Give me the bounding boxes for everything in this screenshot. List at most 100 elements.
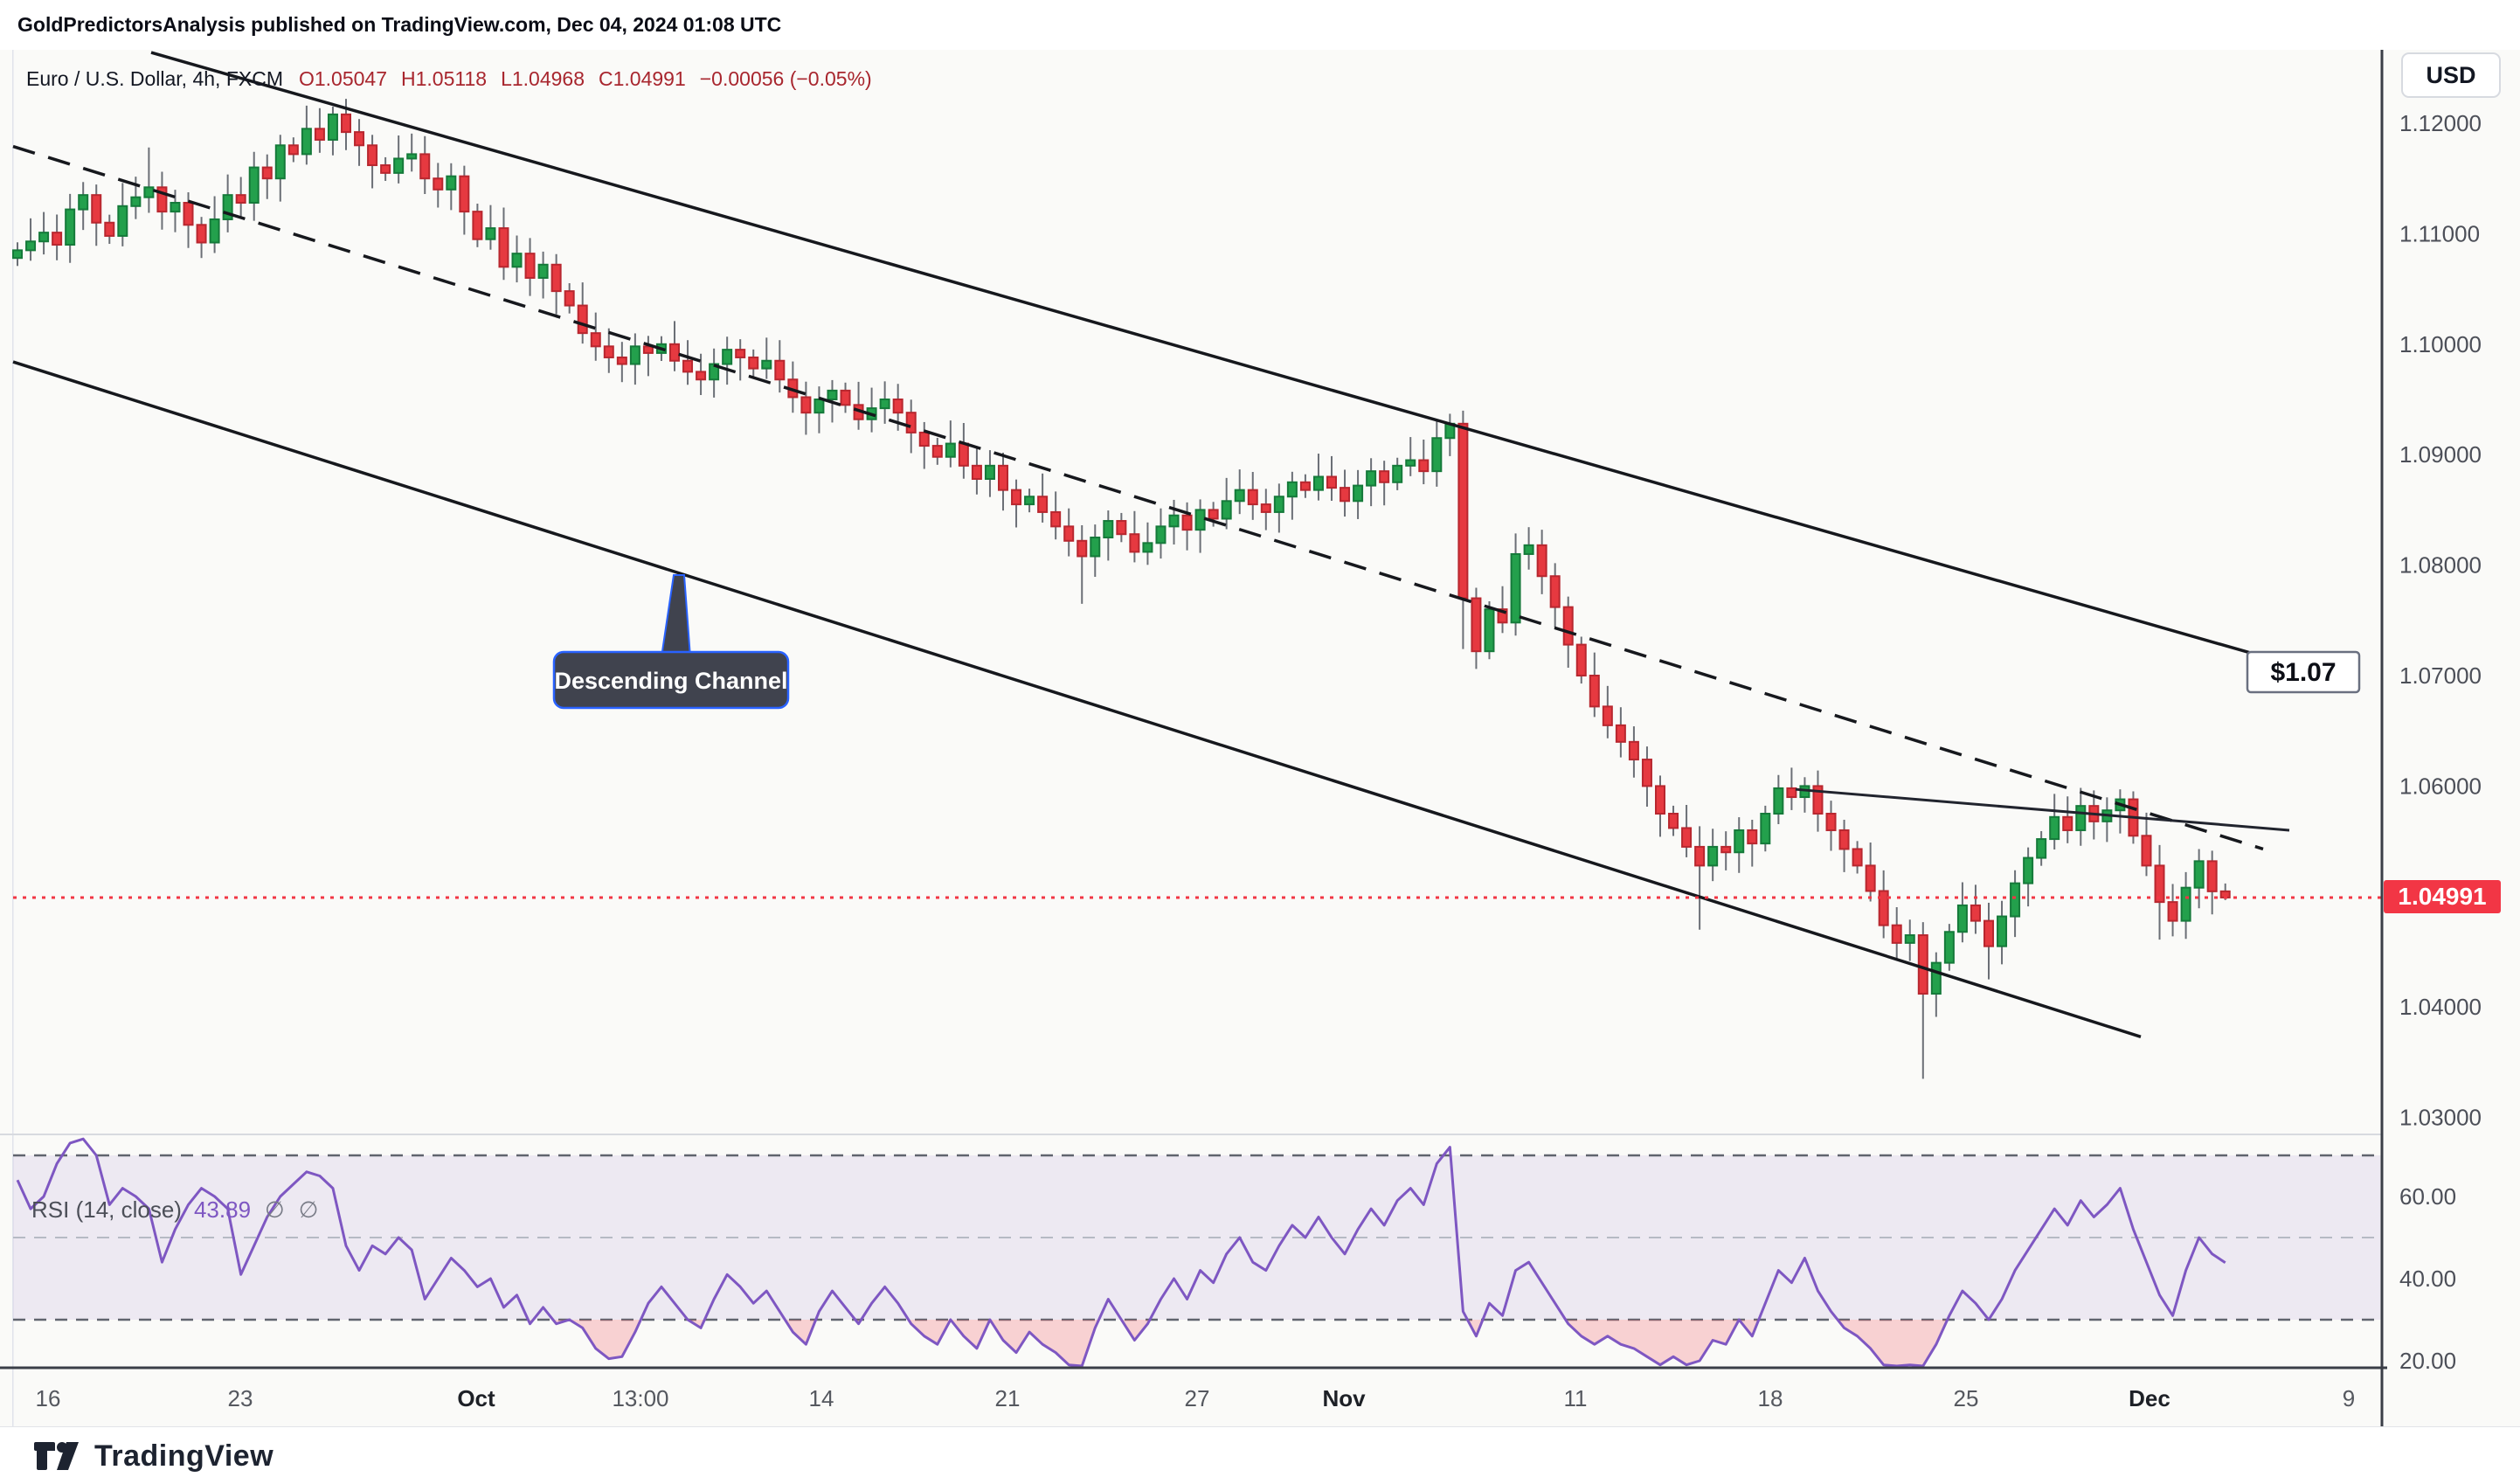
candle [1142, 542, 1153, 553]
candle [1471, 597, 1482, 653]
candle [892, 399, 903, 414]
candle [1312, 475, 1324, 491]
candle [2023, 856, 2034, 884]
candle [1943, 931, 1955, 964]
candle [1260, 503, 1271, 513]
candle [1286, 481, 1298, 498]
descending-channel-callout[interactable]: Descending Channel [552, 574, 790, 710]
callout-box [552, 650, 790, 710]
rsi-oversold-fill [17, 1320, 2226, 1366]
time-tick-18: 18 [1758, 1385, 1783, 1411]
candle [1575, 643, 1587, 676]
candle [1247, 489, 1258, 506]
time-tick-Oct: Oct [457, 1385, 495, 1411]
candle [1050, 510, 1062, 528]
candle [1011, 489, 1022, 506]
candle [616, 356, 627, 365]
candle [682, 359, 694, 373]
candle [170, 202, 181, 213]
candle [1681, 827, 1693, 848]
time-tick-9: 9 [2343, 1385, 2355, 1411]
candle [1983, 919, 1994, 947]
price-tick-1.04000: 1.04000 [2399, 994, 2482, 1020]
candle [235, 194, 246, 205]
candle [314, 128, 325, 141]
candle [998, 464, 1008, 491]
candle [354, 131, 365, 147]
candle [2010, 882, 2021, 918]
currency-axis-button[interactable]: USD [2401, 52, 2501, 98]
tradingview-logo[interactable]: TradingView [33, 1439, 273, 1474]
candle [1510, 552, 1521, 624]
chart-canvas[interactable]: 1.12000 1.11000 1.10000 1.09000 1.08000 1.070… [0, 50, 2520, 1484]
candle [537, 263, 549, 279]
candle [433, 177, 444, 191]
candle [774, 359, 786, 381]
candle [1366, 470, 1377, 487]
channel-midline-dashed [12, 144, 2264, 851]
candle [2075, 805, 2087, 831]
candle [143, 186, 155, 198]
attribution-bar: GoldPredictorsAnalysis published on Trad… [0, 0, 2520, 51]
candle [1299, 481, 1311, 491]
candle [1353, 484, 1364, 503]
candle [498, 227, 509, 268]
candle [1418, 459, 1430, 473]
candle [419, 153, 431, 180]
candle [12, 249, 23, 260]
candle [1891, 924, 1902, 944]
candle [1747, 829, 1758, 845]
rsi-hidden-icon[interactable]: ∅ [265, 1196, 285, 1223]
candle [1405, 459, 1416, 467]
candle [840, 389, 851, 406]
candle [1956, 904, 1968, 933]
candle [1773, 787, 1784, 815]
candle [1340, 487, 1351, 503]
time-tick-21: 21 [995, 1385, 1021, 1411]
candle [183, 202, 194, 226]
candle [2206, 860, 2218, 892]
rsi-hidden-icon-2[interactable]: ∅ [298, 1196, 319, 1223]
candle [1379, 470, 1390, 483]
tradingview-logo-icon [34, 1442, 79, 1470]
candle [1917, 934, 1928, 995]
candle [918, 431, 930, 447]
candle [1234, 489, 1245, 503]
candle [2193, 860, 2205, 889]
callout-label: Descending Channel [554, 668, 787, 694]
candle [748, 356, 759, 370]
candle [1431, 437, 1443, 473]
channel-upper-line [150, 51, 2253, 655]
chart-background[interactable] [0, 50, 2520, 1426]
candle [1129, 533, 1140, 553]
candle [1497, 608, 1508, 624]
candle [905, 412, 917, 433]
candle [1812, 785, 1824, 815]
candle [761, 359, 772, 370]
candle [472, 211, 483, 240]
candle [1037, 496, 1049, 513]
price-tick-1.11000: 1.11000 [2399, 220, 2480, 246]
candle [1077, 539, 1088, 558]
rsi-band [13, 1154, 2382, 1321]
time-tick-Nov: Nov [1322, 1385, 1366, 1411]
candle [1760, 813, 1771, 845]
candle [78, 194, 89, 211]
candle [879, 399, 890, 410]
channel-lower-line [12, 360, 2142, 1038]
candle [931, 445, 943, 458]
target-price-label[interactable]: $1.07 [2246, 650, 2361, 694]
candle [209, 218, 220, 244]
candle [629, 345, 640, 365]
candle [1997, 915, 2008, 947]
price-tick-1.12000: 1.12000 [2399, 110, 2482, 136]
candle [709, 363, 720, 381]
candle [1904, 934, 1915, 944]
rsi-tick-60.00: 60.00 [2399, 1183, 2456, 1210]
candle [25, 240, 37, 252]
candle [1720, 845, 1732, 854]
candle [393, 157, 405, 174]
candle [301, 128, 312, 156]
candle [1392, 464, 1403, 483]
